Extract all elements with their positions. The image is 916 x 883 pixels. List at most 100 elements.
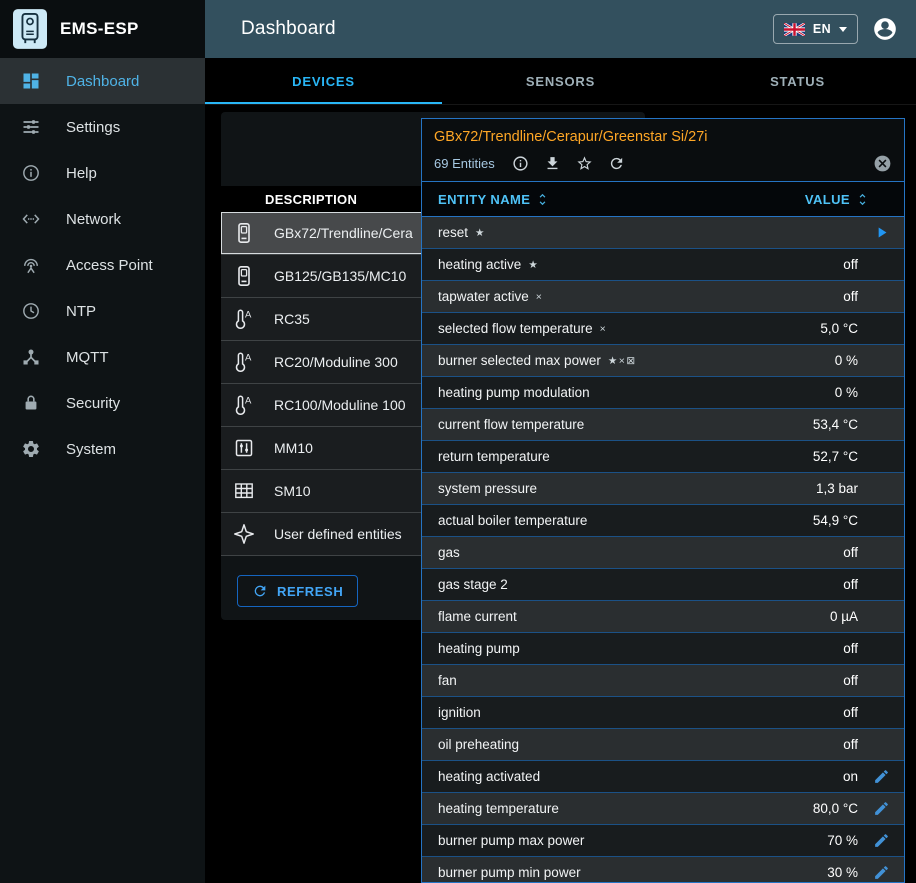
entity-value: 0 µA [829, 609, 858, 624]
entity-edit-action[interactable] [858, 832, 904, 849]
entity-row[interactable]: burner pump max power 70 % [422, 825, 904, 857]
sidebar-item-label: Help [66, 164, 97, 182]
clock-icon [21, 301, 41, 321]
antenna-icon [21, 255, 41, 275]
language-selector[interactable]: EN [772, 14, 858, 44]
panel-head: GBx72/Trendline/Cerapur/Greenstar Si/27i… [422, 119, 904, 181]
entity-flag-icons: × [535, 290, 544, 303]
sidebar-item-label: System [66, 440, 117, 458]
sparkle-icon [232, 522, 256, 546]
download-icon[interactable] [544, 155, 561, 172]
app-header: Dashboard EN [205, 0, 916, 58]
sidebar-item-help[interactable]: Help [0, 150, 205, 196]
entity-name: heating active [438, 257, 522, 272]
device-name: User defined entities [274, 526, 402, 542]
entity-row[interactable]: heating temperature 80,0 °C [422, 793, 904, 825]
entity-row[interactable]: return temperature 52,7 °C [422, 441, 904, 473]
entity-row[interactable]: heating activated on [422, 761, 904, 793]
entity-name-cell: current flow temperature [438, 417, 813, 432]
entity-row[interactable]: actual boiler temperature 54,9 °C [422, 505, 904, 537]
sidebar-item-mqtt[interactable]: MQTT [0, 334, 205, 380]
entity-value: off [843, 705, 858, 720]
sidebar-item-settings[interactable]: Settings [0, 104, 205, 150]
entity-row[interactable]: burner pump min power 30 % [422, 857, 904, 882]
info-icon [21, 163, 41, 183]
entity-value: off [843, 641, 858, 656]
account-icon[interactable] [872, 16, 898, 42]
edit-icon [873, 864, 890, 881]
entity-name-cell: burner pump min power [438, 865, 827, 880]
play-icon [873, 224, 890, 241]
sidebar-item-network[interactable]: Network [0, 196, 205, 242]
device-name: RC35 [274, 311, 310, 327]
entity-row[interactable]: heating pump off [422, 633, 904, 665]
sidebar-item-label: Security [66, 394, 121, 412]
entity-name-cell: burner selected max power ★×⊠ [438, 353, 835, 368]
star-outline-icon[interactable] [576, 155, 593, 172]
entity-row[interactable]: flame current 0 µA [422, 601, 904, 633]
entity-name-cell: selected flow temperature × [438, 321, 820, 336]
refresh-label: REFRESH [277, 583, 344, 599]
boiler-icon [232, 221, 256, 245]
svg-text:A: A [245, 310, 252, 321]
entity-row[interactable]: current flow temperature 53,4 °C [422, 409, 904, 441]
close-icon[interactable] [873, 154, 892, 173]
page-title: Dashboard [241, 18, 336, 39]
entity-row[interactable]: reset ★ [422, 217, 904, 249]
entity-name-cell: oil preheating [438, 737, 843, 752]
device-detail-panel: GBx72/Trendline/Cerapur/Greenstar Si/27i… [421, 118, 905, 883]
entity-name-cell: flame current [438, 609, 830, 624]
brand-name: EMS-ESP [60, 19, 139, 38]
tab-status[interactable]: STATUS [770, 73, 825, 89]
chevron-down-icon [839, 26, 847, 32]
entity-row[interactable]: fan off [422, 665, 904, 697]
edit-icon [873, 768, 890, 785]
thermostat-icon: A [232, 393, 256, 417]
gear-icon [21, 439, 41, 459]
tab-sensors[interactable]: SENSORS [525, 73, 596, 89]
entity-name: heating activated [438, 769, 541, 784]
entity-name-cell: system pressure [438, 481, 816, 496]
column-entity-name[interactable]: ENTITY NAME [438, 192, 805, 207]
entity-value: 53,4 °C [812, 417, 858, 432]
sidebar-item-access-point[interactable]: Access Point [0, 242, 205, 288]
entity-edit-action[interactable] [858, 864, 904, 881]
entity-row[interactable]: tapwater active × off [422, 281, 904, 313]
tab-devices[interactable]: DEVICES [205, 58, 442, 104]
entity-row[interactable]: heating pump modulation 0 % [422, 377, 904, 409]
entity-row[interactable]: burner selected max power ★×⊠ 0 % [422, 345, 904, 377]
sidebar-item-security[interactable]: Security [0, 380, 205, 426]
boiler-icon [232, 264, 256, 288]
entity-row[interactable]: selected flow temperature × 5,0 °C [422, 313, 904, 345]
refresh-icon[interactable] [608, 155, 625, 172]
entity-name: flame current [438, 609, 517, 624]
entity-value: off [843, 257, 858, 272]
sidebar-item-dashboard[interactable]: Dashboard [0, 58, 205, 104]
entity-row[interactable]: gas off [422, 537, 904, 569]
entity-edit-action[interactable] [858, 768, 904, 785]
entity-value: 70 % [827, 833, 858, 848]
entity-name-cell: ignition [438, 705, 843, 720]
sidebar-item-system[interactable]: System [0, 426, 205, 472]
info-icon[interactable] [512, 155, 529, 172]
entity-run-action[interactable] [858, 224, 904, 241]
panel-toolbar: 69 Entities [434, 154, 892, 173]
entity-name-cell: heating active ★ [438, 257, 843, 272]
entity-row[interactable]: gas stage 2 off [422, 569, 904, 601]
entity-name: gas [438, 545, 460, 560]
sidebar-item-ntp[interactable]: NTP [0, 288, 205, 334]
entity-row[interactable]: system pressure 1,3 bar [422, 473, 904, 505]
entity-name-cell: reset ★ [438, 225, 858, 240]
entity-row[interactable]: oil preheating off [422, 729, 904, 761]
column-value[interactable]: VALUE [805, 192, 870, 207]
refresh-button[interactable]: REFRESH [237, 575, 359, 607]
uk-flag-icon [783, 22, 805, 36]
entity-row[interactable]: heating active ★ off [422, 249, 904, 281]
solar-icon [232, 479, 256, 503]
entity-value: 0 % [834, 353, 858, 368]
device-title: GBx72/Trendline/Cerapur/Greenstar Si/27i [434, 129, 708, 145]
entity-row[interactable]: ignition off [422, 697, 904, 729]
app-logo-icon [13, 9, 47, 49]
entity-edit-action[interactable] [858, 800, 904, 817]
